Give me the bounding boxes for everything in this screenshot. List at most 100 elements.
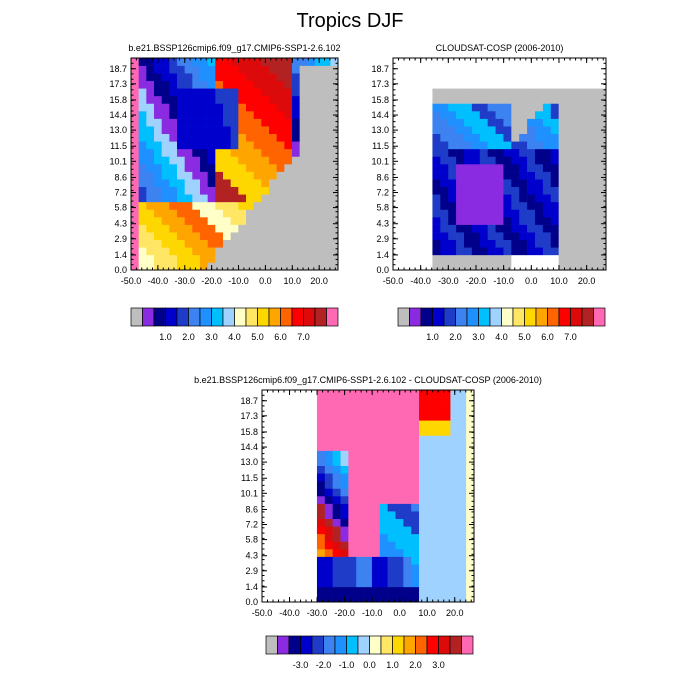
- heat-cell: [456, 58, 465, 66]
- heat-cell: [464, 126, 473, 135]
- colorbar-swatch: [288, 635, 301, 655]
- heat-cell: [464, 254, 473, 263]
- heat-cell: [471, 126, 481, 135]
- heat-cell: [315, 171, 323, 180]
- heat-cell: [269, 118, 277, 127]
- heat-cell: [192, 224, 201, 233]
- heat-cell: [598, 201, 607, 210]
- heat-cell: [192, 254, 201, 263]
- heat-cell: [400, 141, 410, 150]
- heat-cell: [307, 171, 316, 180]
- heat-cell: [479, 232, 488, 241]
- heat-cell: [299, 179, 308, 188]
- heat-cell: [371, 412, 381, 421]
- heat-cell: [230, 156, 239, 165]
- heat-cell: [400, 254, 410, 263]
- heat-cell: [550, 262, 559, 271]
- heat-cell: [332, 564, 341, 573]
- heat-cell: [292, 201, 300, 210]
- heat-cell: [246, 148, 254, 157]
- heat-cell: [215, 80, 224, 89]
- heat-cell: [315, 186, 323, 195]
- heat-cell: [574, 80, 583, 89]
- heat-cell: [131, 217, 139, 225]
- heat-cell: [379, 549, 388, 557]
- heat-cell: [246, 262, 254, 271]
- heat-cell: [590, 58, 599, 66]
- heat-cell: [440, 156, 449, 165]
- heat-cell: [207, 224, 216, 233]
- heat-cell: [566, 65, 575, 74]
- x-tick-label: -50.0: [252, 608, 273, 618]
- heat-cell: [261, 80, 270, 89]
- heat-cell: [322, 95, 331, 104]
- heat-cell: [261, 217, 270, 225]
- heat-cell: [293, 594, 302, 603]
- heat-cell: [192, 65, 201, 74]
- heat-cell: [348, 594, 357, 603]
- heat-cell: [356, 427, 365, 436]
- x-tick-label: -30.0: [438, 276, 459, 286]
- heat-cell: [161, 186, 170, 195]
- heat-cell: [511, 111, 520, 119]
- heat-cell: [403, 541, 412, 550]
- heat-cell: [277, 443, 286, 451]
- heat-cell: [440, 80, 449, 89]
- heat-cell: [154, 186, 162, 195]
- heat-cell: [395, 511, 404, 520]
- heat-cell: [269, 171, 277, 180]
- heat-cell: [479, 262, 488, 271]
- heat-cell: [322, 73, 331, 82]
- heat-cell: [330, 224, 339, 233]
- heat-cell: [184, 118, 193, 127]
- heat-cell: [332, 541, 341, 550]
- heat-cell: [184, 262, 193, 271]
- heat-cell: [146, 209, 155, 218]
- heat-cell: [379, 412, 388, 421]
- heat-cell: [324, 503, 333, 512]
- heat-cell: [574, 156, 583, 165]
- heat-cell: [146, 224, 155, 233]
- heat-cell: [495, 164, 504, 172]
- heat-cell: [184, 103, 193, 112]
- heat-cell: [416, 209, 425, 218]
- heat-cell: [440, 217, 449, 225]
- heat-cell: [411, 586, 420, 595]
- heat-cell: [432, 171, 441, 180]
- heat-cell: [458, 564, 467, 573]
- heat-cell: [456, 95, 465, 104]
- heat-cell: [456, 186, 465, 195]
- heat-cell: [293, 390, 302, 398]
- heat-cell: [269, 579, 278, 588]
- heat-cell: [269, 443, 278, 451]
- heat-cell: [309, 533, 318, 542]
- heat-cell: [284, 217, 293, 225]
- heat-cell: [393, 217, 402, 225]
- heat-cell: [269, 186, 277, 195]
- heat-cell: [246, 65, 254, 74]
- heat-cell: [223, 171, 231, 180]
- heat-cell: [450, 518, 459, 527]
- heat-cell: [340, 480, 349, 489]
- heat-cell: [330, 164, 339, 172]
- heat-cell: [223, 103, 231, 112]
- heat-cell: [284, 179, 293, 188]
- heat-cell: [432, 58, 441, 66]
- heat-cell: [161, 65, 170, 74]
- heat-cell: [434, 503, 443, 512]
- heat-cell: [574, 103, 583, 112]
- heat-cell: [442, 518, 451, 527]
- heat-cell: [479, 141, 488, 150]
- heat-cell: [582, 232, 591, 241]
- heat-cell: [471, 171, 481, 180]
- heat-cell: [261, 186, 270, 195]
- heat-cell: [511, 239, 520, 248]
- heat-cell: [322, 126, 331, 135]
- heat-cell: [238, 58, 247, 66]
- heat-cell: [448, 164, 457, 172]
- heat-cell: [419, 594, 428, 603]
- heat-cell: [450, 397, 459, 406]
- heat-cell: [276, 254, 285, 263]
- heat-cell: [598, 239, 607, 248]
- y-tick-label: 0.0: [376, 265, 389, 275]
